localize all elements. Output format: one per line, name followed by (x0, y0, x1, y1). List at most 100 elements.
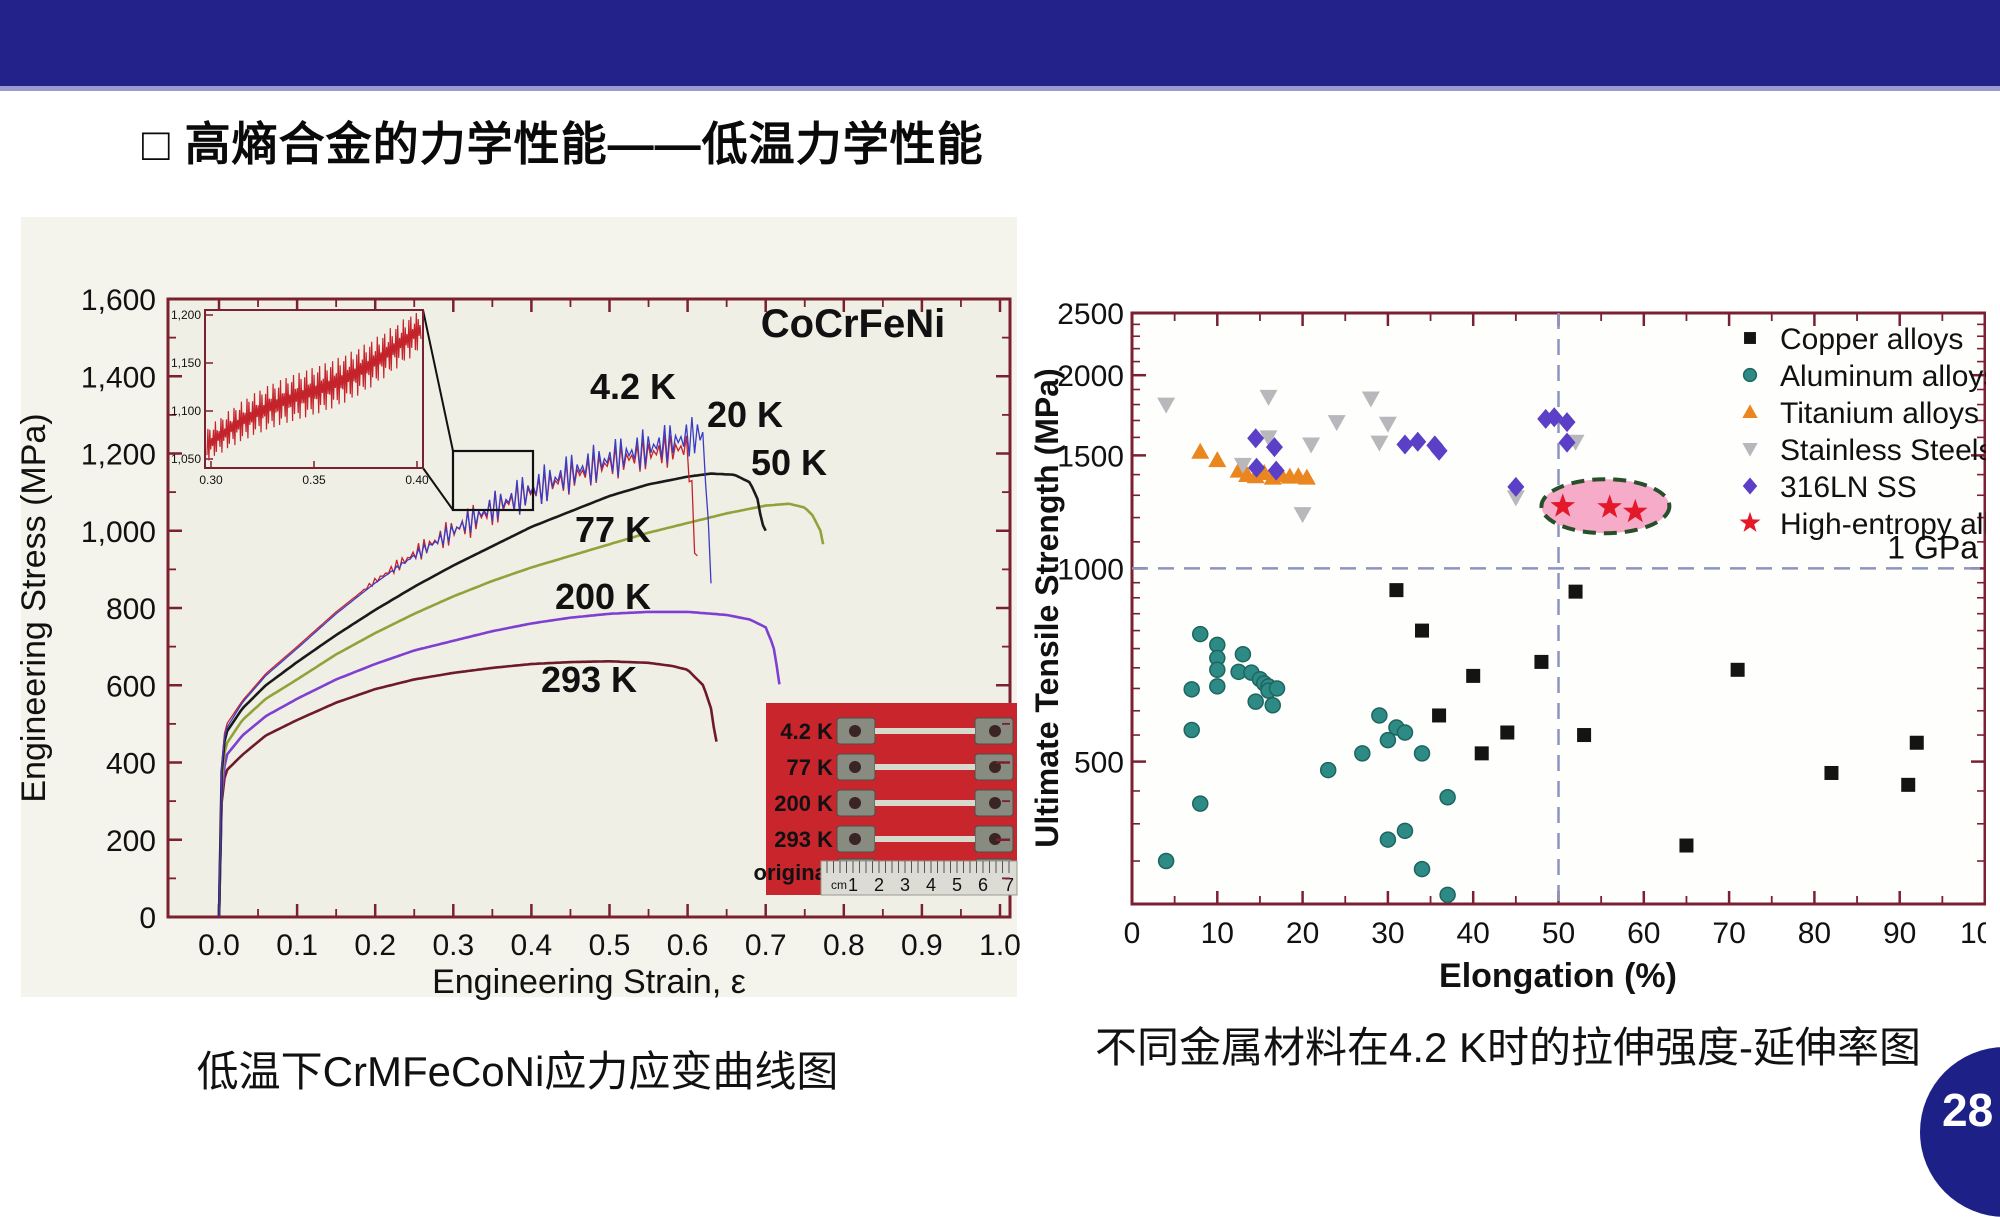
svg-text:60: 60 (1627, 917, 1660, 950)
specimen-label: 77 K (787, 755, 834, 780)
legend-item-Titanium alloys: Titanium alloys (1742, 397, 1979, 430)
svg-text:0.7: 0.7 (745, 929, 787, 962)
svg-text:2: 2 (874, 875, 884, 895)
svg-text:40: 40 (1457, 917, 1490, 950)
svg-text:800: 800 (106, 593, 156, 626)
annotation-20 K: 20 K (707, 394, 783, 435)
one-gpa-label: 1 GPa (1887, 529, 1978, 565)
series-High-entropy alloy (1550, 493, 1648, 523)
svg-text:1,200: 1,200 (171, 308, 201, 322)
annotation-CoCrFeNi: CoCrFeNi (761, 302, 945, 346)
legend-label: 316LN SS (1780, 471, 1917, 504)
svg-text:1: 1 (848, 875, 858, 895)
specimen-label: 200 K (774, 791, 833, 816)
annotation-50 K: 50 K (751, 442, 827, 483)
svg-text:70: 70 (1712, 917, 1745, 950)
svg-text:100: 100 (1960, 917, 1986, 950)
series-Titanium alloys (1191, 442, 1316, 485)
svg-text:2000: 2000 (1057, 360, 1124, 393)
svg-text:1,100: 1,100 (171, 404, 201, 418)
page-title: □ 高熵合金的力学性能——低温力学性能 (142, 118, 984, 170)
svg-text:1,150: 1,150 (171, 356, 201, 370)
svg-text:1.0: 1.0 (979, 929, 1020, 962)
legend-item-Aluminum alloys: Aluminum alloys (1742, 360, 1998, 393)
series-Aluminum alloys (1157, 625, 1456, 904)
ruler: cm 1 2 3 4 5 6 7 (820, 860, 1018, 896)
svg-text:0.1: 0.1 (276, 929, 318, 962)
svg-text:0.9: 0.9 (901, 929, 943, 962)
legend-label: High-entropy alloy (1780, 508, 1986, 541)
page-number: 28 (1942, 1084, 1994, 1136)
specimen-3 (836, 825, 1014, 853)
svg-text:1000: 1000 (1057, 553, 1124, 586)
specimen-label: original (754, 860, 833, 885)
svg-text:1,050: 1,050 (171, 452, 201, 466)
tensile-elongation-chart: 0 10 20 30 40 50 60 70 80 90 100 500 1000 1500 2000 250… (1029, 298, 2000, 995)
svg-text:1,000: 1,000 (81, 516, 156, 549)
svg-text:5: 5 (952, 875, 962, 895)
series-77 K (217, 502, 825, 918)
legend-label: Stainless Steels (1780, 434, 1986, 467)
legend-item-Stainless Steels: Stainless Steels (1742, 434, 1993, 467)
series-20 K (218, 416, 712, 918)
y-axis-label: Ultimate Tensile Strength (MPa) (1030, 368, 1065, 847)
legend-item-Copper alloys: Copper alloys (1744, 323, 1963, 356)
svg-text:0.0: 0.0 (198, 929, 240, 962)
specimen-label: 4.2 K (780, 719, 833, 744)
svg-text:600: 600 (106, 670, 156, 703)
svg-text:0.5: 0.5 (589, 929, 631, 962)
top-banner (0, 0, 2000, 91)
svg-text:3: 3 (900, 875, 910, 895)
svg-text:7: 7 (1004, 875, 1014, 895)
series-Copper alloys (1389, 583, 1924, 853)
svg-text:6: 6 (978, 875, 988, 895)
svg-text:4: 4 (926, 875, 936, 895)
specimen-1 (836, 753, 1014, 781)
x-axis-label: Elongation (%) (1439, 957, 1677, 995)
y-axis-label: Engineering Stress (MPa) (15, 413, 53, 802)
svg-text:30: 30 (1371, 917, 1404, 950)
serration-inset: 1,200 1,150 1,100 1,050 0.30 0.35 0.40 (171, 308, 429, 487)
curve-labels: CoCrFeNi 4.2 K 20 K 50 K 77 K 200 K 293 K (541, 302, 945, 700)
zoom-connector (422, 309, 535, 512)
series-316LN SS (1247, 407, 1576, 497)
svg-text:0.35: 0.35 (302, 473, 326, 487)
svg-text:0.40: 0.40 (405, 473, 429, 487)
svg-text:80: 80 (1798, 917, 1831, 950)
svg-text:0.2: 0.2 (354, 929, 396, 962)
svg-text:500: 500 (1074, 747, 1124, 780)
x-axis-label: Engineering Strain, ε (432, 963, 746, 1001)
specimen-2 (836, 789, 1014, 817)
svg-text:400: 400 (106, 748, 156, 781)
svg-text:0: 0 (1124, 917, 1141, 950)
annotation-293 K: 293 K (541, 659, 637, 700)
svg-text:1,600: 1,600 (81, 284, 156, 317)
stress-strain-figure: 4.2 K 77 K 200 K 293 K original cm 1 2 3 4 5 6 7 0.0 0… (15, 215, 1021, 1020)
svg-text:20: 20 (1286, 917, 1319, 950)
legend-label: Copper alloys (1780, 323, 1963, 356)
legend-label: Titanium alloys (1780, 397, 1979, 430)
annotation-4.2 K: 4.2 K (590, 366, 676, 407)
svg-text:10: 10 (1201, 917, 1234, 950)
annotation-77 K: 77 K (575, 509, 651, 550)
svg-text:cm: cm (831, 878, 847, 892)
svg-text:1,200: 1,200 (81, 439, 156, 472)
svg-text:200: 200 (106, 825, 156, 858)
svg-text:1500: 1500 (1057, 440, 1124, 473)
series-50 K (217, 472, 767, 918)
svg-text:0.4: 0.4 (511, 929, 553, 962)
legend-item-High-entropy alloy: High-entropy alloy (1739, 508, 2000, 541)
right-figure-caption: 不同金属材料在4.2 K时的拉伸强度-延伸率图 (1094, 1024, 1922, 1071)
svg-text:0: 0 (139, 902, 156, 935)
legend-label: Aluminum alloys (1780, 360, 1986, 393)
reference-lines: 1 GPa (1132, 313, 1985, 904)
svg-text:0.6: 0.6 (667, 929, 709, 962)
tensile-elongation-figure: 0 10 20 30 40 50 60 70 80 90 100 500 1000 1500 2000 250… (1029, 225, 2000, 1025)
series-293 K (217, 660, 718, 918)
annotation-200 K: 200 K (555, 576, 651, 617)
specimen-0 (836, 717, 1014, 745)
svg-text:90: 90 (1883, 917, 1916, 950)
series-200 K (217, 610, 781, 918)
